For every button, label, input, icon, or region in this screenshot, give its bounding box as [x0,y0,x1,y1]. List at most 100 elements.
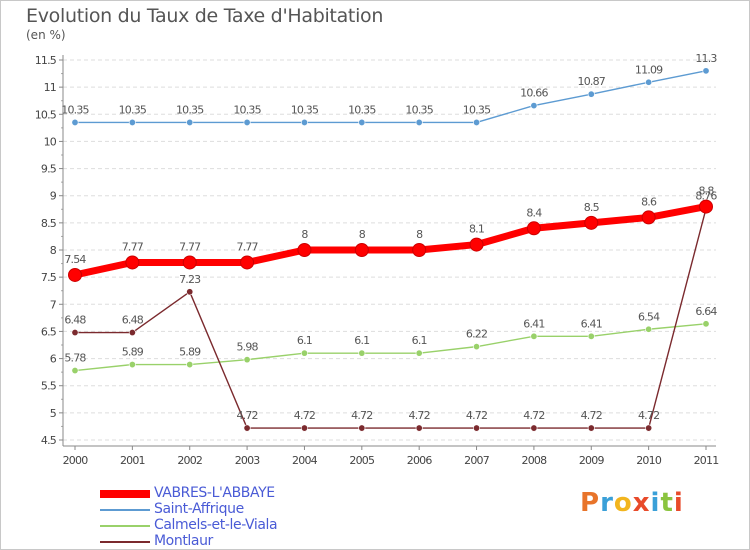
data-label: 4.72 [294,409,315,422]
legend-item: Saint-Affrique [100,501,400,518]
legend-item: VABRES-L'ABBAYE [100,485,400,502]
legend: VABRES-L'ABBAYE Saint-Affrique Calmels-et-… [100,485,400,550]
data-label: 4.72 [581,409,602,422]
data-label: 4.72 [466,409,487,422]
data-point [186,288,194,296]
data-label: 10.35 [348,103,376,116]
data-point [354,243,369,257]
y-tick-label: 6 [50,353,57,366]
data-point [526,221,541,236]
y-tick-label: 9 [50,190,57,203]
legend-label: VABRES-L'ABBAYE [154,485,275,501]
data-label: 11.3 [695,52,717,65]
y-tick-label: 9.5 [41,163,57,176]
data-label: 10.35 [233,103,261,116]
data-point [415,349,423,357]
series-line [71,203,710,279]
data-point [587,90,595,98]
data-point [186,118,194,126]
data-point [128,361,136,369]
data-point [530,102,538,110]
legend-swatch [100,525,150,527]
x-tick-label: 2007 [464,454,490,467]
data-point [243,356,251,364]
data-label: 10.35 [405,103,433,116]
x-tick-label: 2001 [120,454,145,467]
x-tick-label: 2000 [63,454,89,467]
y-tick-label: 4.5 [41,434,57,447]
data-point [587,424,595,432]
data-point [358,424,366,432]
data-point [645,325,653,333]
data-label: 6.41 [581,317,602,330]
data-point [645,424,653,432]
data-label: 7.77 [122,240,144,253]
data-label: 6.48 [64,314,86,327]
legend-item: Calmels-et-le-Viala [100,517,400,534]
chart-unit: (en %) [26,28,66,42]
x-tick-label: 2005 [349,454,375,467]
data-label: 10.66 [520,87,548,100]
data-point [469,237,484,252]
legend-label: Saint-Affrique [154,501,244,517]
data-label: 8.1 [469,223,484,236]
data-point [645,78,653,86]
legend-swatch [100,490,150,498]
data-label: 5.89 [122,346,144,359]
y-tick-label: 8 [50,244,57,257]
proxiti-logo: Proxiti [580,488,684,518]
data-point [473,343,481,351]
data-point [699,199,713,214]
data-label: 7.23 [179,273,201,286]
y-tick-label: 7 [50,298,57,311]
data-point [68,267,82,282]
series-line [74,323,707,372]
legend-label: Montlaur [154,533,213,549]
data-label: 10.87 [578,75,606,88]
data-point [300,424,308,432]
data-point [702,320,710,328]
data-point [641,210,656,225]
data-point [584,215,599,230]
data-point [530,332,538,340]
data-label: 11.09 [635,63,663,76]
x-tick-label: 2010 [636,454,662,467]
data-label: 4.72 [638,409,659,422]
x-tick-label: 2003 [235,454,261,467]
data-label: 6.1 [412,334,427,347]
logo-letter: i [673,488,684,518]
x-tick-label: 2002 [177,454,202,467]
data-label: 8.5 [584,201,600,214]
data-label: 5.89 [179,346,201,359]
logo-letter: r [600,488,614,518]
data-point [415,424,423,432]
logo-letter: o [613,488,633,518]
data-label: 4.72 [409,409,430,422]
y-tick-label: 11.5 [35,54,57,67]
data-label: 8 [301,228,308,241]
data-point [587,332,595,340]
data-label: 6.22 [466,328,487,341]
data-point [71,367,79,375]
data-point [128,329,136,337]
series-layer [68,67,713,432]
y-tick-label: 10 [44,135,57,148]
data-label: 8.6 [641,195,657,208]
data-label: 7.77 [179,240,201,253]
series-line [74,70,707,124]
x-tick-label: 2009 [579,454,605,467]
logo-letter: i [650,488,661,518]
data-label: 4.72 [236,409,257,422]
data-point [300,118,308,126]
chart-title: Evolution du Taux de Taxe d'Habitation [26,5,384,27]
data-point [473,118,481,126]
data-point [240,255,255,270]
data-label: 6.1 [354,334,369,347]
data-point [182,255,197,270]
data-label: 4.72 [351,409,372,422]
data-label: 5.98 [236,341,258,354]
y-tick-label: 10.5 [35,108,57,121]
legend-label: Calmels-et-le-Viala [154,517,278,533]
legend-swatch [100,541,150,543]
